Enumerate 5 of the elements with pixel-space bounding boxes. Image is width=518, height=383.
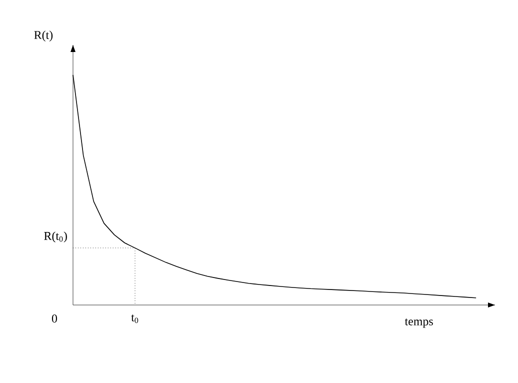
y-axis-title: R(t) [34,30,53,42]
x-axis-title: temps [404,318,433,328]
text: t$_{0}$ [131,314,138,324]
text: 0 [52,314,58,323]
ref-line-label: R(t$_{0}$) [44,232,67,242]
